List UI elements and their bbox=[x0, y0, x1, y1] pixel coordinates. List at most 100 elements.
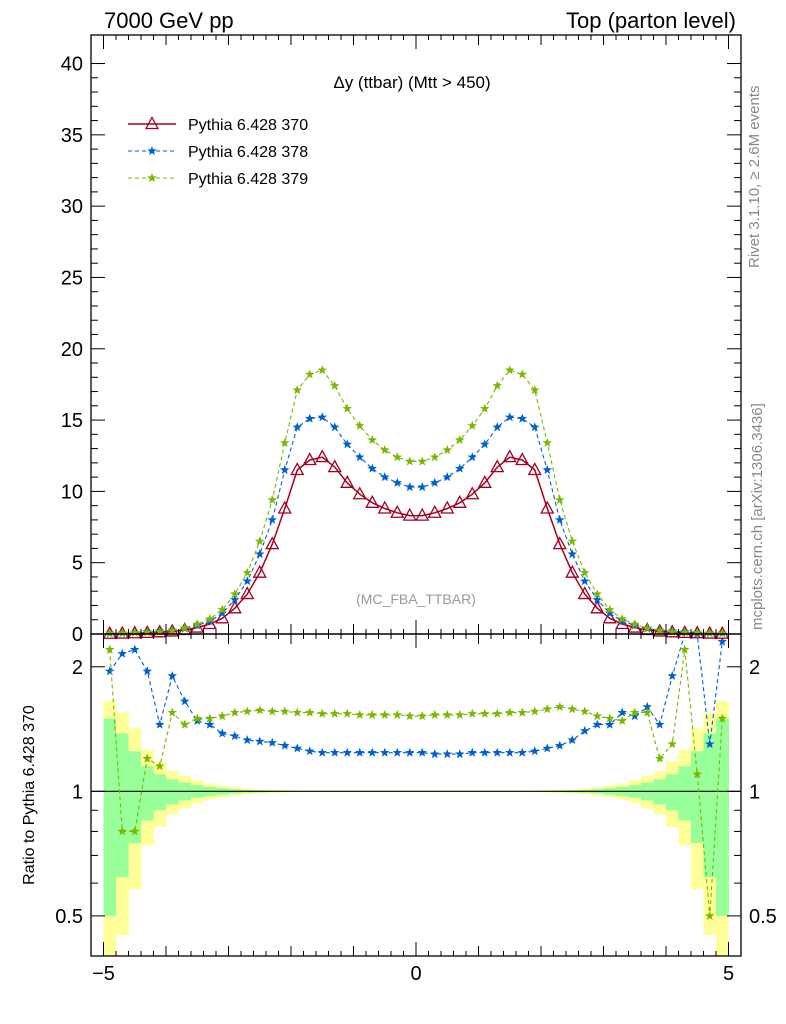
data-point bbox=[430, 452, 440, 462]
data-point bbox=[527, 462, 542, 476]
data-point bbox=[147, 173, 157, 182]
ratio-series bbox=[105, 629, 727, 920]
data-point bbox=[580, 725, 590, 735]
band-inner bbox=[103, 718, 117, 916]
data-point bbox=[555, 740, 565, 750]
data-point bbox=[280, 706, 290, 716]
data-point bbox=[567, 735, 577, 745]
data-point bbox=[180, 623, 190, 633]
data-point bbox=[567, 704, 577, 714]
data-point bbox=[655, 753, 665, 763]
data-point bbox=[292, 743, 302, 753]
data-point bbox=[505, 412, 515, 422]
ratio-y-tick-label: 2 bbox=[72, 657, 83, 679]
data-point bbox=[180, 719, 190, 729]
data-point bbox=[442, 709, 452, 719]
data-point bbox=[492, 747, 502, 757]
data-point bbox=[430, 477, 440, 487]
data-point bbox=[392, 477, 402, 487]
data-point bbox=[542, 437, 552, 447]
y-tick-label: 35 bbox=[61, 125, 83, 147]
data-point bbox=[417, 456, 427, 466]
data-point bbox=[480, 708, 490, 718]
data-point bbox=[192, 619, 202, 629]
data-point bbox=[155, 626, 165, 636]
y-tick-label: 10 bbox=[61, 481, 83, 503]
data-point bbox=[492, 380, 502, 390]
data-point bbox=[355, 709, 365, 719]
data-point bbox=[642, 707, 652, 717]
data-point bbox=[392, 747, 402, 757]
data-point bbox=[592, 589, 602, 599]
data-point bbox=[515, 452, 530, 466]
data-point bbox=[144, 116, 160, 130]
band-inner bbox=[116, 733, 129, 878]
data-point bbox=[117, 648, 127, 658]
data-point bbox=[492, 708, 502, 718]
data-point bbox=[117, 826, 127, 836]
ratio-y-tick-label: 0.5 bbox=[55, 906, 83, 928]
x-tick-label: 0 bbox=[410, 963, 421, 985]
data-point bbox=[240, 586, 255, 600]
data-point bbox=[340, 474, 355, 488]
x-tick-label: 5 bbox=[723, 963, 734, 985]
data-point bbox=[517, 707, 527, 717]
data-point bbox=[477, 474, 492, 488]
y-tick-label: 20 bbox=[61, 339, 83, 361]
data-point bbox=[430, 749, 440, 759]
band-inner bbox=[666, 774, 679, 811]
data-point bbox=[155, 719, 165, 729]
band-inner bbox=[691, 751, 704, 844]
y-tick-label: 15 bbox=[61, 410, 83, 432]
main-plot-area bbox=[91, 35, 741, 634]
data-point bbox=[192, 713, 202, 723]
band-inner bbox=[716, 718, 729, 916]
data-point bbox=[540, 500, 555, 514]
data-point bbox=[455, 709, 465, 719]
data-point bbox=[552, 536, 567, 550]
data-point bbox=[280, 740, 290, 750]
data-point bbox=[542, 465, 552, 474]
data-point bbox=[705, 739, 715, 749]
axes bbox=[90, 34, 742, 957]
data-point bbox=[380, 445, 390, 455]
legend-label: Pythia 6.428 378 bbox=[188, 144, 308, 161]
data-point bbox=[565, 564, 580, 578]
data-point bbox=[417, 711, 427, 721]
data-point bbox=[440, 500, 455, 514]
data-point bbox=[492, 422, 502, 432]
data-point bbox=[255, 705, 265, 715]
data-point bbox=[217, 604, 227, 614]
data-point bbox=[542, 743, 552, 753]
data-point bbox=[442, 749, 452, 759]
data-point bbox=[267, 494, 277, 504]
data-point bbox=[480, 747, 490, 757]
data-point bbox=[442, 445, 452, 455]
y-tick-label: 5 bbox=[72, 553, 83, 575]
ratio-y-tick-label-right: 0.5 bbox=[749, 906, 777, 928]
data-point bbox=[130, 826, 140, 836]
data-point bbox=[355, 747, 365, 757]
data-point bbox=[330, 708, 340, 718]
data-point bbox=[405, 711, 415, 721]
data-point bbox=[142, 666, 152, 676]
data-point bbox=[367, 435, 377, 445]
header-right: Top (parton level) bbox=[566, 8, 736, 33]
data-point bbox=[655, 719, 665, 729]
data-point bbox=[655, 625, 665, 635]
data-point bbox=[530, 385, 540, 395]
data-point bbox=[255, 549, 265, 559]
data-point bbox=[305, 746, 315, 756]
data-point bbox=[580, 576, 590, 586]
data-point bbox=[455, 749, 465, 759]
data-point bbox=[467, 452, 477, 462]
data-point bbox=[317, 708, 327, 718]
data-point bbox=[667, 671, 677, 680]
data-point bbox=[617, 707, 627, 717]
ratio-y-tick-label-right: 1 bbox=[749, 781, 760, 803]
data-point bbox=[205, 719, 215, 729]
data-point bbox=[242, 706, 252, 716]
data-point bbox=[117, 628, 127, 638]
data-point bbox=[617, 715, 627, 725]
data-point bbox=[705, 910, 715, 920]
